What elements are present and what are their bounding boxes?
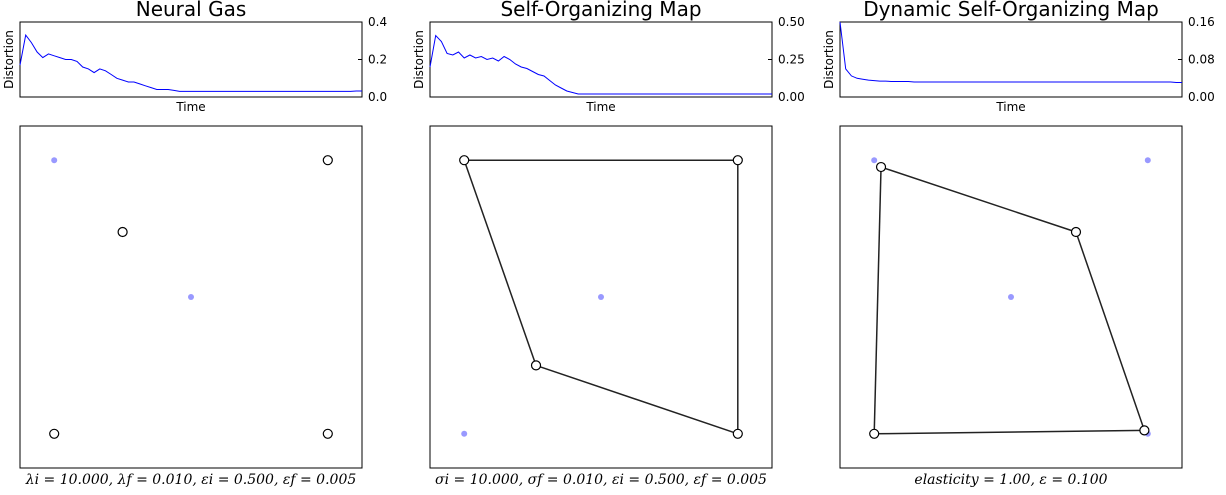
sample-point xyxy=(1008,294,1014,300)
plot-frame xyxy=(429,21,773,98)
y-tick-label: 0.0 xyxy=(368,90,387,104)
sample-point xyxy=(871,157,878,164)
network-node xyxy=(869,428,880,439)
sample-point xyxy=(598,294,604,300)
network-node xyxy=(732,155,743,166)
network-node xyxy=(459,155,470,166)
plot-frame xyxy=(839,125,1183,469)
network-edge xyxy=(463,159,537,366)
parameter-caption: elasticity = 1.00, ε = 0.100 xyxy=(914,472,1107,488)
x-axis-label: Time xyxy=(175,100,205,114)
network-node xyxy=(875,161,887,173)
y-tick-label: 0.00 xyxy=(778,90,805,104)
network-node xyxy=(1070,226,1082,238)
plot-frame xyxy=(429,125,773,469)
network-node xyxy=(117,226,128,238)
parameter-caption: λi = 10.000, λf = 0.010, εi = 0.500, εf … xyxy=(25,472,357,488)
y-tick-label: 0.2 xyxy=(368,53,387,67)
network-node xyxy=(49,428,60,439)
plot-frame xyxy=(839,21,1183,98)
distortion-line xyxy=(429,34,772,95)
network-node xyxy=(322,155,333,166)
plot-frame xyxy=(19,125,363,469)
y-tick-label: 0.4 xyxy=(368,15,387,29)
network-edge xyxy=(880,166,1077,233)
network-node xyxy=(322,428,333,439)
y-tick-label: 0.50 xyxy=(778,15,805,29)
distortion-line xyxy=(839,21,1182,83)
network-edge xyxy=(874,429,1145,435)
parameter-caption: σi = 10.000, σf = 0.010, εi = 0.500, εf … xyxy=(435,472,767,488)
chart-title: Self-Organizing Map xyxy=(500,0,701,21)
y-axis-label: Distortion xyxy=(412,30,426,89)
y-axis-label: Distortion xyxy=(2,30,16,89)
y-tick-label: 0.16 xyxy=(1188,15,1215,29)
network-edge xyxy=(535,364,739,435)
network-edge xyxy=(1075,231,1146,431)
network-edge xyxy=(873,167,882,434)
sample-point xyxy=(51,157,58,164)
sample-point xyxy=(1144,157,1151,164)
distortion-chart-3: Dynamic Self-Organizing Map 0.00 0.08 0.16 T… xyxy=(822,0,1215,114)
x-axis-label: Time xyxy=(995,100,1025,114)
y-tick-label: 0.08 xyxy=(1188,53,1215,67)
network-panel-2: σi = 10.000, σf = 0.010, εi = 0.500, εf … xyxy=(429,125,773,488)
network-node xyxy=(530,360,542,371)
network-panel-3: elasticity = 1.00, ε = 0.100 xyxy=(839,125,1183,488)
distortion-chart-1: Neural Gas 0.0 0.2 0.4 Time Distortion xyxy=(2,0,387,114)
distortion-line xyxy=(19,33,362,92)
chart-title: Dynamic Self-Organizing Map xyxy=(863,0,1159,21)
distortion-chart-2: Self-Organizing Map 0.00 0.25 0.50 Time Disto… xyxy=(412,0,805,114)
y-tick-label: 0.25 xyxy=(778,53,805,67)
network-node xyxy=(1139,425,1150,436)
sample-point xyxy=(461,430,468,437)
sample-point xyxy=(188,294,194,300)
chart-title: Neural Gas xyxy=(136,0,247,21)
network-panel-1: λi = 10.000, λf = 0.010, εi = 0.500, εf … xyxy=(19,125,363,488)
y-axis-label: Distortion xyxy=(822,30,836,89)
y-tick-label: 0.00 xyxy=(1188,90,1215,104)
x-axis-label: Time xyxy=(585,100,615,114)
network-node xyxy=(732,428,743,439)
